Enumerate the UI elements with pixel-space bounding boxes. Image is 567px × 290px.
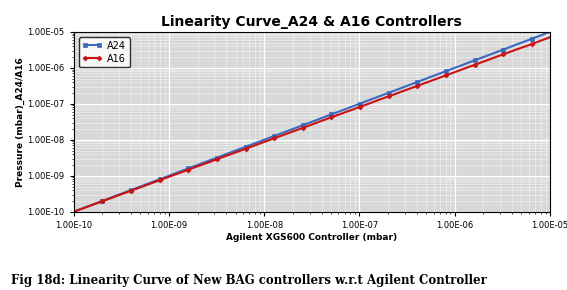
Y-axis label: Pressure (mbar)_A24/A16: Pressure (mbar)_A24/A16 [15, 57, 24, 187]
A24 [297, 125, 303, 128]
A24 [70, 210, 77, 213]
Line: A16: A16 [72, 35, 552, 213]
X-axis label: Agilent XGS600 Controller (mbar): Agilent XGS600 Controller (mbar) [226, 233, 397, 242]
A24 [535, 35, 542, 38]
A16 [535, 40, 542, 43]
Line: A24: A24 [72, 30, 552, 213]
A16 [460, 67, 467, 70]
A16 [297, 127, 303, 130]
A24 [328, 113, 335, 116]
A16 [547, 35, 553, 39]
A24 [299, 124, 306, 127]
Title: Linearity Curve_A24 & A16 Controllers: Linearity Curve_A24 & A16 Controllers [162, 15, 462, 29]
A16 [70, 210, 77, 213]
A24 [354, 103, 361, 106]
A24 [460, 63, 467, 66]
A16 [328, 115, 335, 119]
A16 [299, 126, 306, 130]
A24 [547, 30, 553, 34]
Legend: A24, A16: A24, A16 [79, 37, 130, 68]
Text: Fig 18d: Linearity Curve of New BAG controllers w.r.t Agilent Controller: Fig 18d: Linearity Curve of New BAG cont… [11, 274, 487, 287]
A16 [354, 106, 361, 110]
